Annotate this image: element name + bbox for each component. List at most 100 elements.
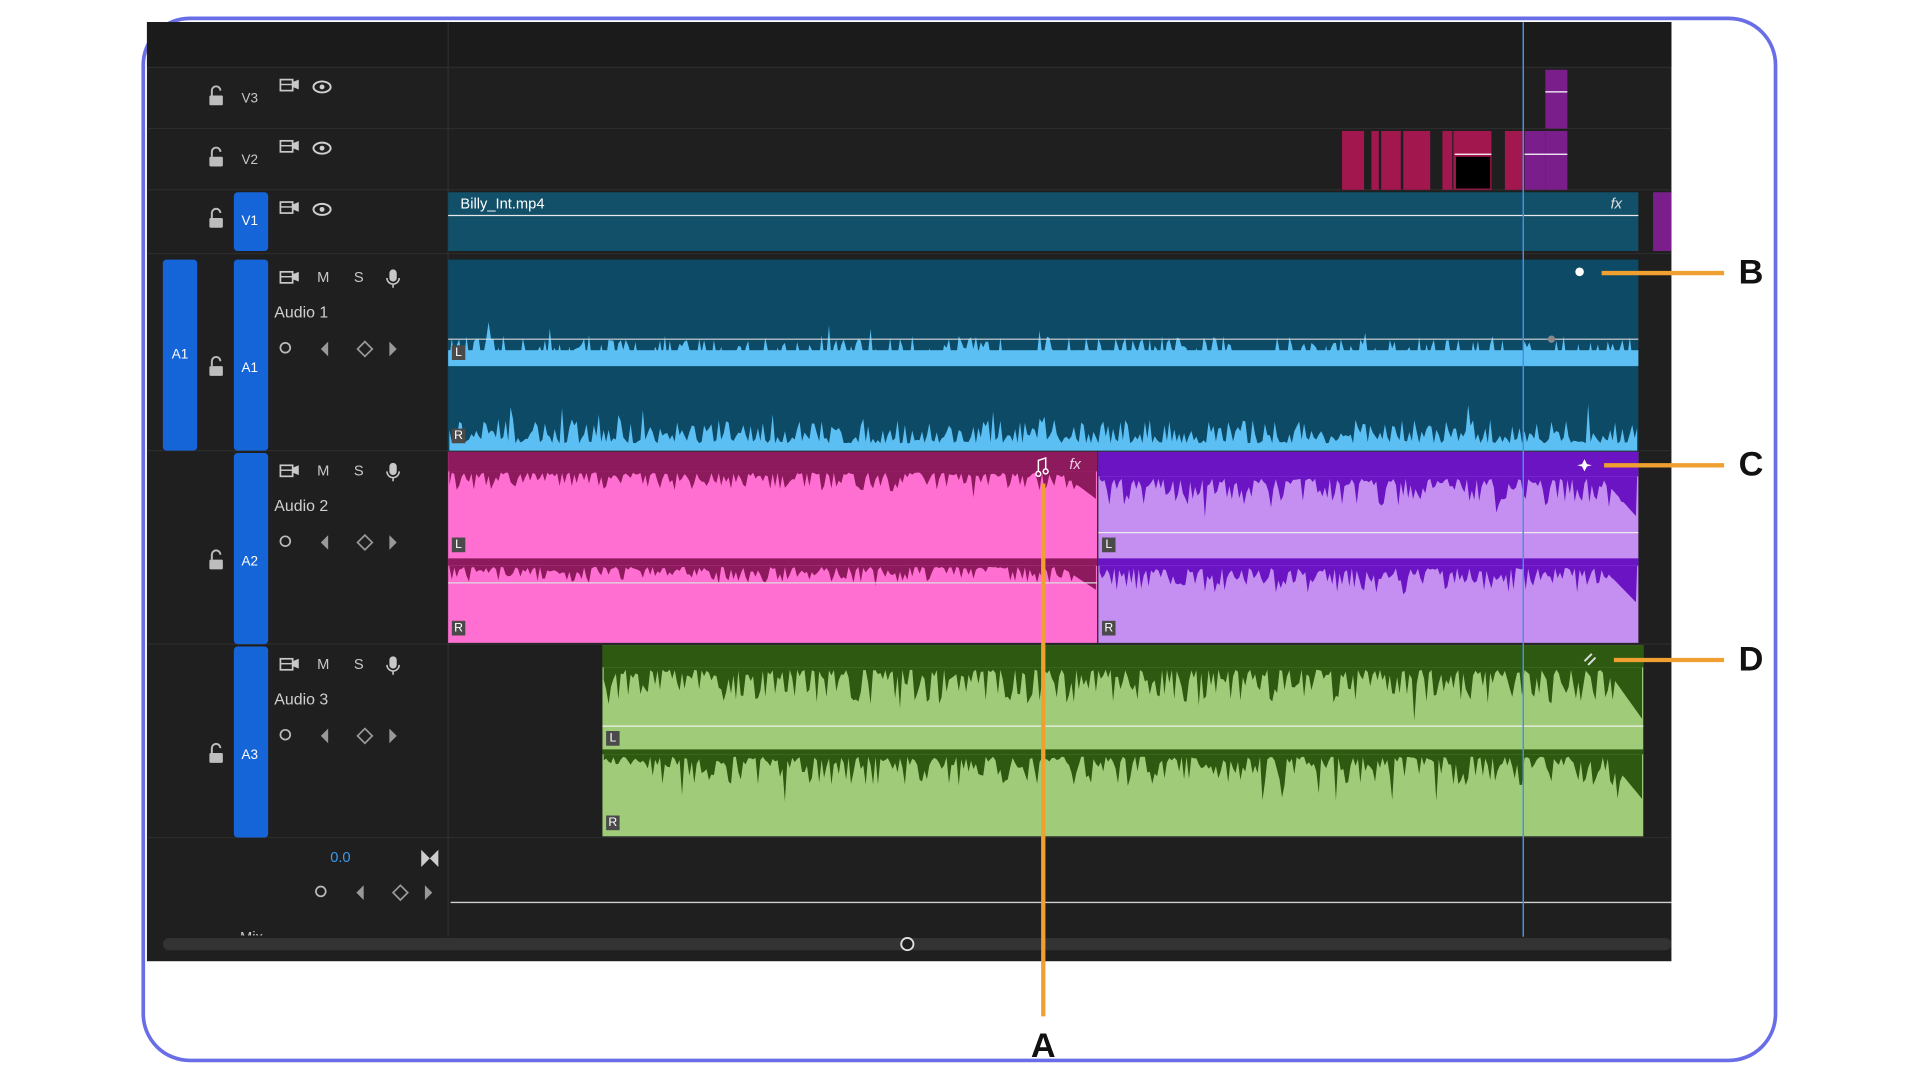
- mute-button[interactable]: M: [317, 463, 329, 479]
- scrollbar-handle[interactable]: [900, 937, 915, 952]
- video-clip: [1371, 131, 1379, 190]
- eye-icon: [312, 141, 332, 155]
- add-keyframe: [356, 533, 374, 552]
- keyframe-icon: [279, 535, 292, 547]
- sync-icon-tip: [292, 658, 299, 669]
- mute-button[interactable]: M: [317, 657, 329, 673]
- channel-label: L: [609, 731, 616, 745]
- eye-icon: [312, 80, 332, 94]
- clip-fx: fx: [1069, 457, 1081, 473]
- mic-icon: [389, 269, 397, 282]
- next-keyframe: [389, 535, 397, 550]
- sync-icon-tip: [292, 465, 299, 476]
- channel-label: L: [455, 537, 462, 551]
- track-label: A3: [242, 747, 258, 762]
- lock-shackle: [210, 146, 222, 157]
- source-patch: [162, 259, 198, 451]
- lock-shackle: [210, 207, 222, 218]
- channel-label: R: [454, 428, 463, 442]
- lock-body: [209, 217, 223, 228]
- frame: [141, 16, 1778, 1063]
- clip-badge: [1577, 459, 1592, 472]
- solo-button[interactable]: S: [354, 463, 364, 479]
- mic-stand: [386, 471, 400, 482]
- channel-band: [448, 558, 1098, 566]
- eye-icon: [312, 202, 332, 216]
- video-clip: [1442, 131, 1453, 190]
- eye-pupil: [319, 145, 325, 151]
- sync-icon-tip: [292, 140, 299, 151]
- track-target: [233, 646, 269, 838]
- lock-shackle: [210, 742, 222, 754]
- lock-body: [209, 156, 223, 167]
- clip-header: [1098, 451, 1639, 477]
- channel-tag: [606, 815, 620, 831]
- channel-tag: [451, 620, 466, 636]
- track-target: [233, 192, 269, 252]
- clip-badge: [1575, 267, 1584, 277]
- clip-badge: [1583, 653, 1597, 666]
- mix-bowtie: [421, 849, 439, 867]
- mic-stand: [386, 664, 400, 675]
- solo-button[interactable]: S: [354, 657, 364, 673]
- channel-tag: [451, 345, 466, 360]
- source-patch-label: A1: [172, 347, 188, 362]
- ruler-area: [146, 22, 1672, 68]
- add-keyframe: [356, 340, 374, 358]
- video-clip: [1504, 131, 1524, 190]
- mic-stand: [386, 277, 400, 288]
- mic-icon: [389, 462, 397, 476]
- keyframe-icon: [279, 342, 292, 354]
- channel-label: R: [608, 815, 617, 829]
- mix-label: Mix: [240, 930, 263, 946]
- callout-letter: A: [1031, 1027, 1056, 1065]
- channel-band: [1098, 558, 1639, 566]
- waveform: [449, 565, 1096, 590]
- keyframe-icon: [315, 885, 327, 898]
- track-label: V3: [242, 91, 258, 106]
- video-clip: [1545, 69, 1568, 129]
- lock-shackle: [210, 355, 222, 367]
- callout-letter: B: [1739, 253, 1764, 291]
- track-name: Audio 1: [274, 305, 328, 322]
- channel-band: [602, 749, 1644, 755]
- video-clip: [1342, 131, 1365, 190]
- channel-label: R: [1104, 620, 1113, 634]
- waveform: [1099, 565, 1638, 603]
- channel-tag: [1102, 620, 1116, 636]
- callout-letter: D: [1739, 640, 1764, 678]
- video-clip: [1381, 131, 1401, 190]
- sync-icon-tip: [292, 202, 299, 212]
- channel-label: L: [1105, 537, 1112, 551]
- sync-icon-tip: [292, 271, 299, 282]
- channel-label: L: [455, 345, 462, 359]
- lock-body: [209, 366, 223, 376]
- video-clip: [1653, 192, 1672, 252]
- mix-volume: 0.0: [330, 850, 350, 866]
- waveform: [603, 754, 1643, 802]
- mic-icon: [389, 656, 397, 669]
- keyframe-icon: [279, 728, 292, 741]
- video-clip: [1545, 131, 1568, 190]
- scrollbar-track: [162, 937, 1672, 951]
- channel-label: R: [454, 620, 463, 634]
- waveform: [449, 471, 1096, 499]
- lock-shackle: [210, 549, 222, 560]
- clip-fx: fx: [1611, 196, 1623, 212]
- keyframe: [1547, 335, 1556, 343]
- video-clip: [448, 192, 1639, 252]
- add-keyframe: [356, 727, 374, 745]
- music-badge: [1035, 456, 1049, 478]
- mute-button[interactable]: M: [317, 270, 329, 286]
- channel-tag: [451, 537, 466, 553]
- next-keyframe: [389, 341, 397, 357]
- waveform: [1099, 476, 1638, 518]
- solo-button[interactable]: S: [354, 270, 364, 286]
- waveform: [603, 667, 1643, 721]
- clip-name: Billy_Int.mp4: [460, 196, 544, 212]
- track-label: V1: [242, 213, 258, 228]
- lock-shackle: [210, 85, 222, 96]
- prev-keyframe: [320, 535, 329, 550]
